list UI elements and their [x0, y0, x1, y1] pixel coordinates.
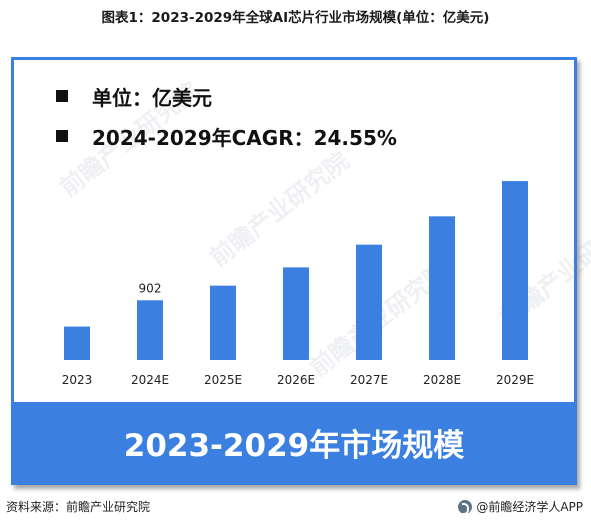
bar-2023 [64, 326, 90, 360]
labels-layer: 2023 2024E 2025E 2026E 2027E 2028E 2029E 902 [62, 281, 534, 387]
chart-notes: 单位：亿美元 2024-2029年CAGR：24.55% [56, 78, 397, 154]
figure-title: 图表1：2023-2029年全球AI芯片行业市场规模(单位：亿美元) [101, 10, 490, 26]
x-tick-label: 2028E [423, 373, 461, 387]
bar-2026E [283, 267, 309, 360]
bar-2028E [429, 216, 455, 360]
brand-text: @前瞻经济学人APP [476, 500, 583, 514]
x-tick-label: 2023 [62, 373, 93, 387]
square-bullet-icon [56, 130, 68, 142]
qianzhan-logo-icon [458, 500, 473, 515]
x-tick-label: 2029E [496, 373, 534, 387]
unit-note: 单位：亿美元 [56, 78, 397, 114]
brand-attribution: @前瞻经济学人APP [458, 498, 583, 516]
cagr-note-text: 2024-2029年CAGR：24.55% [92, 125, 397, 150]
square-bullet-icon [56, 90, 68, 102]
chart-frame: 前瞻产业研究院 前瞻产业研究院 前瞻产业研究院 前瞻产业研究院 单位：亿美元 2… [11, 57, 591, 485]
data-label: 902 [139, 281, 162, 295]
unit-note-text: 单位：亿美元 [92, 85, 212, 110]
bar-2025E [210, 285, 236, 360]
cagr-note: 2024-2029年CAGR：24.55% [56, 118, 397, 154]
x-tick-label: 2024E [131, 373, 169, 387]
x-tick-label: 2025E [204, 373, 242, 387]
summary-banner: 2023-2029年市场规模 [14, 402, 574, 482]
bar-2024E [137, 300, 163, 360]
x-tick-label: 2027E [350, 373, 388, 387]
bars-layer [64, 181, 528, 360]
bar-chart: 2023 2024E 2025E 2026E 2027E 2028E 2029E 902 [62, 181, 534, 387]
bar-2029E [502, 181, 528, 360]
source-note: 资料来源：前瞻产业研究院 [6, 500, 151, 514]
bar-2027E [356, 244, 382, 360]
x-tick-label: 2026E [277, 373, 315, 387]
banner-text: 2023-2029年市场规模 [123, 427, 465, 464]
